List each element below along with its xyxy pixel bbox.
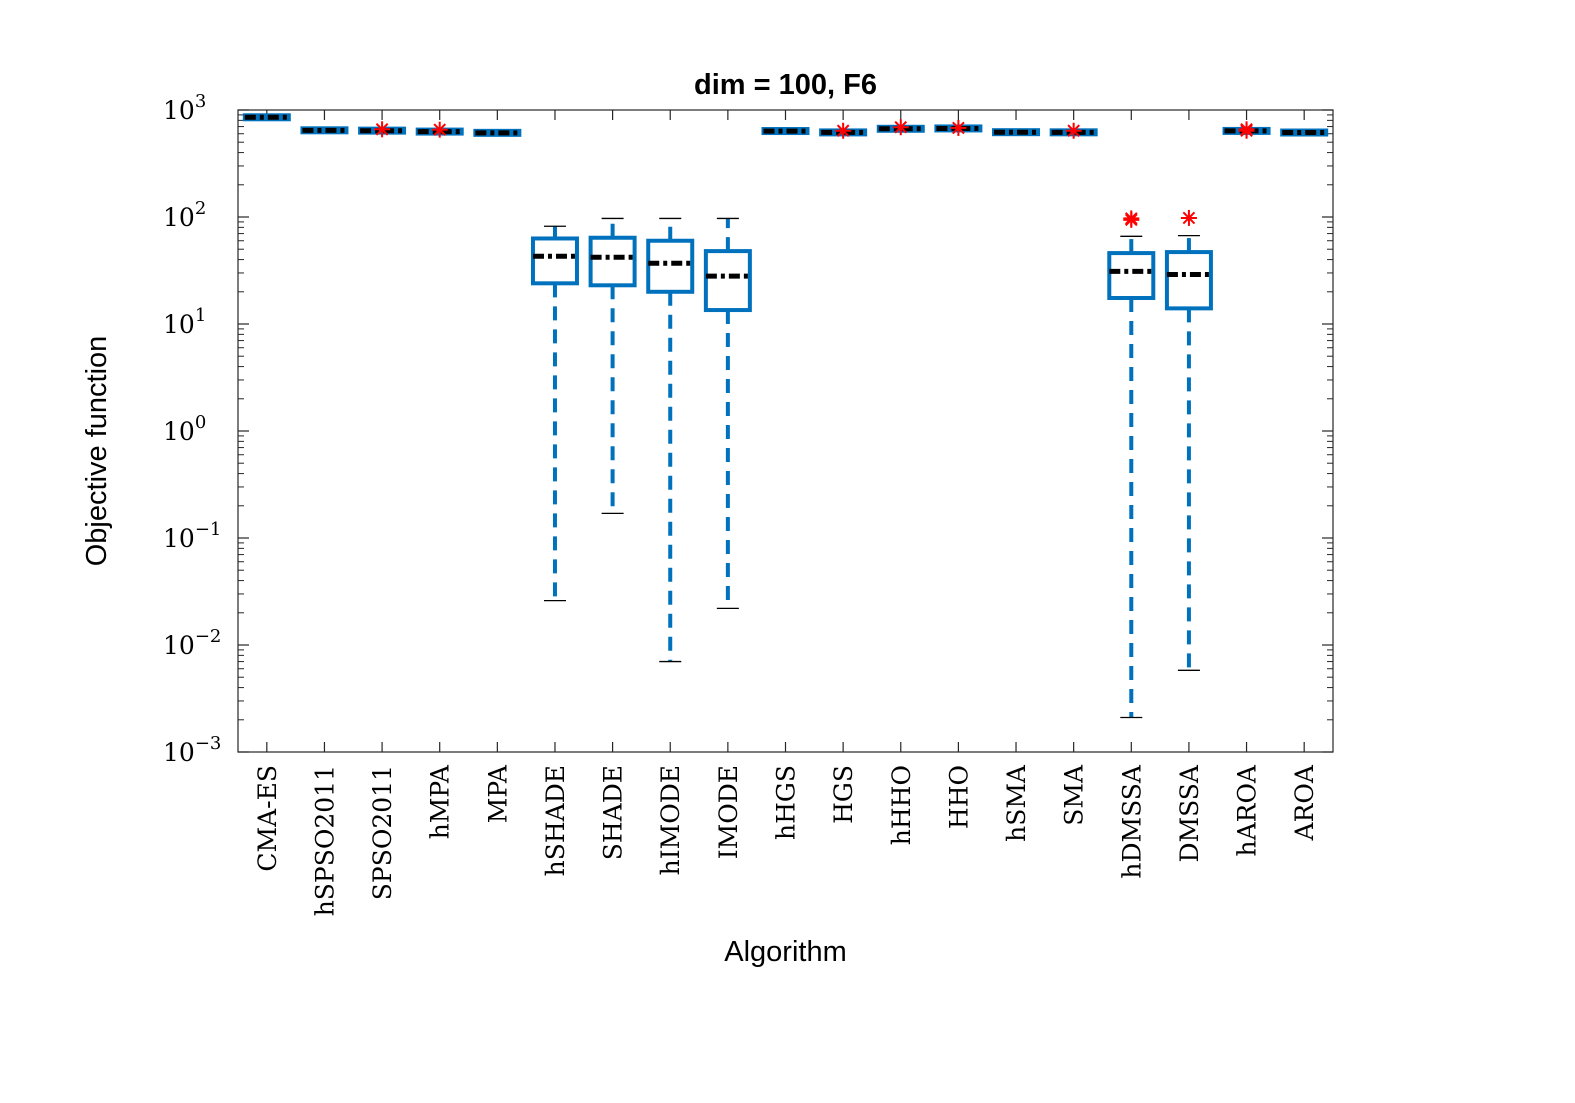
y-tick-label: 10−2	[163, 626, 221, 660]
outlier-stroke	[836, 124, 850, 138]
box-haroa	[1222, 121, 1271, 139]
y-tick-label: 103	[163, 91, 206, 125]
box-iqr	[646, 238, 695, 294]
x-tick-label: SMA	[1060, 764, 1089, 826]
y-tick-label: 10−3	[163, 733, 221, 767]
x-tick-label: DMSSA	[1175, 764, 1204, 862]
outlier-stroke	[433, 123, 447, 136]
outlier-stroke	[1182, 211, 1196, 225]
box-hsma	[992, 128, 1041, 137]
outlier-stroke	[894, 120, 908, 134]
x-tick-label: SHADE	[599, 765, 628, 860]
outlier-stroke	[1067, 124, 1080, 138]
outlier-marker	[835, 122, 852, 139]
outlier-marker	[431, 121, 448, 138]
y-tick-labels: 103 102 101 100 10−1 10−2 10−3	[163, 91, 221, 767]
outlier-marker	[1123, 210, 1140, 227]
box-hmpa	[415, 121, 464, 138]
x-tick-label: hSPSO2011	[310, 765, 339, 916]
box-iqr	[530, 236, 579, 286]
outlier-marker	[892, 119, 909, 136]
outlier-marker	[950, 119, 967, 136]
y-axis-label: Objective function	[81, 336, 113, 567]
x-tick-label: AROA	[1290, 764, 1319, 841]
outlier-marker	[374, 121, 391, 138]
box-iqr	[1164, 250, 1213, 311]
x-tick-label: hIMODE	[656, 765, 685, 875]
plot-frame	[237, 109, 1334, 753]
box-iqr	[1107, 251, 1156, 300]
y-tick-label: 10−1	[163, 519, 221, 553]
box-aroa	[1280, 128, 1329, 137]
outlier-marker	[1065, 122, 1082, 139]
x-tick-label: hSMA	[1002, 764, 1031, 842]
x-tick-label: CMA-ES	[253, 765, 282, 872]
box-imode	[703, 217, 752, 610]
box-hshade	[530, 225, 579, 602]
outlier-stroke	[375, 123, 389, 136]
x-tick-label: IMODE	[714, 765, 743, 859]
box-hhho	[876, 119, 925, 136]
box-sma	[1049, 122, 1098, 139]
x-tick-label: MPA	[483, 764, 512, 823]
x-tick-labels: CMA-ES hSPSO2011 SPSO2011 hMPA MPA hSHADE SHAD…	[253, 764, 1319, 916]
y-tick-label: 101	[163, 305, 206, 339]
x-tick-label: hSHADE	[541, 765, 570, 876]
x-tick-label: hHHO	[887, 765, 916, 845]
outlier-stroke	[952, 121, 965, 135]
box-himode	[646, 217, 695, 663]
x-tick-label: hMPA	[426, 764, 455, 839]
box-series	[242, 113, 1329, 719]
x-tick-label: hDMSSA	[1117, 764, 1146, 879]
box-cma-es	[242, 113, 291, 122]
box-hho	[934, 119, 983, 136]
axis-ticks	[238, 109, 1333, 753]
chart-title: dim = 100, F6	[694, 69, 877, 101]
x-tick-label: hAROA	[1233, 764, 1262, 856]
outlier-marker	[1238, 121, 1255, 138]
plot-area	[237, 109, 1334, 753]
outlier-stroke	[1124, 212, 1138, 225]
outlier-stroke	[1240, 123, 1253, 136]
box-hspso2011	[300, 126, 349, 135]
x-axis-label: Algorithm	[724, 936, 847, 968]
box-iqr	[588, 235, 637, 288]
x-tick-label: HGS	[829, 765, 858, 824]
outlier-marker	[1180, 209, 1197, 226]
x-tick-label: SPSO2011	[368, 765, 397, 900]
box-hdmssa	[1107, 210, 1156, 719]
box-spso2011	[358, 121, 407, 138]
y-tick-label: 102	[163, 198, 206, 232]
box-hgs	[819, 122, 868, 139]
box-shade	[588, 217, 637, 514]
box-iqr	[703, 249, 752, 313]
x-tick-label: hHGS	[772, 765, 801, 840]
box-hhgs	[761, 127, 810, 136]
box-mpa	[473, 128, 522, 137]
box-dmssa	[1164, 209, 1213, 671]
x-tick-label: HHO	[944, 765, 973, 829]
y-tick-label: 100	[163, 412, 206, 446]
